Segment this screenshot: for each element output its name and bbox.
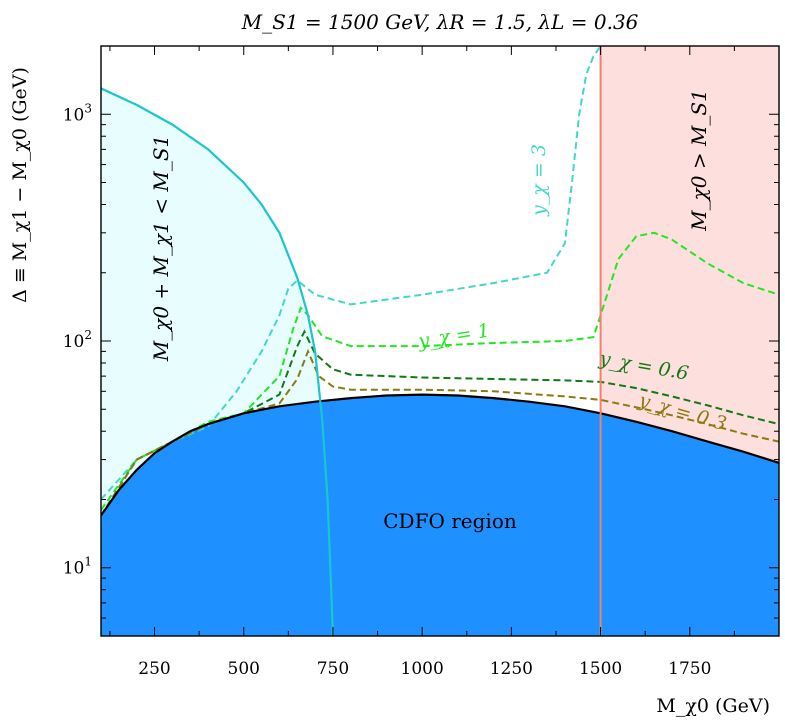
series-annotation-1: y_χ = 1 <box>416 320 491 353</box>
series-line-3 <box>101 348 779 517</box>
y-tick-label: 102 <box>63 328 92 352</box>
x-tick-label: 1750 <box>668 659 711 679</box>
y-axis-label: Δ ≡ M_χ1 − M_χ0 (GeV) <box>9 67 31 303</box>
series-annotation-0: y_χ = 3 <box>528 144 550 217</box>
x-tick-label: 250 <box>138 659 170 679</box>
cdfo-region-label: CDFO region <box>383 509 517 533</box>
series-line-0 <box>101 46 602 501</box>
cdfo-boundary-line <box>101 393 779 517</box>
chart-title: M_S1 = 1500 GeV, λR = 1.5, λL = 0.36 <box>241 10 639 34</box>
kinematic-region-label: M_χ0 + M_χ1 < M_S1 <box>149 135 173 363</box>
x-tick-label: 500 <box>228 659 260 679</box>
cdfo-region <box>101 394 779 636</box>
x-tick-label: 750 <box>317 659 349 679</box>
mass-region-label: M_χ0 > M_S1 <box>687 89 711 232</box>
plot-area <box>101 46 779 636</box>
x-tick-label: 1500 <box>579 659 622 679</box>
kinematic-boundary-line <box>101 87 334 636</box>
x-axis-label: M_χ0 (GeV) <box>656 695 770 717</box>
axes: 250 500 750 1000 1250 1500 1750 101 102 103 <box>63 45 780 679</box>
series-line-2 <box>101 329 779 517</box>
x-tick-label: 1250 <box>490 659 533 679</box>
x-tick-label: 1000 <box>401 659 444 679</box>
y-tick-label: 103 <box>63 101 92 125</box>
y-tick-label: 101 <box>63 555 92 579</box>
